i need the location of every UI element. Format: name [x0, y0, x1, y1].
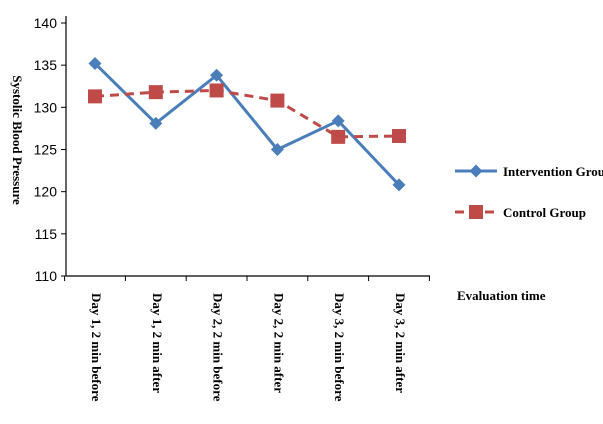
series-line	[94, 88, 400, 139]
data-point-diamond	[210, 68, 224, 82]
series-1	[88, 56, 406, 192]
legend-marker-square	[469, 205, 483, 219]
x-category-label: Day 3, 2 min before	[332, 293, 347, 402]
data-point-square	[148, 85, 163, 100]
series-line	[93, 62, 401, 186]
y-tick-label: 130	[34, 99, 58, 115]
data-point-diamond	[392, 178, 406, 192]
y-axis-title: Systolic Blood Pressure	[10, 75, 25, 205]
legend-item: Intervention Group	[455, 164, 603, 179]
y-tick-label: 135	[34, 57, 58, 73]
series-layer	[88, 56, 406, 192]
x-category-label: Day 2, 2 min after	[271, 293, 286, 393]
data-point-diamond	[149, 116, 163, 130]
x-category-label: Day 3, 2 min after	[393, 293, 408, 393]
data-point-square	[392, 129, 406, 144]
y-tick-label: 115	[35, 226, 58, 242]
legend-label: Control Group	[503, 205, 586, 220]
x-category-label: Day 2, 2 min before	[211, 293, 226, 402]
x-ticks: Day 1, 2 min before Day 1, 2 min after Day…	[64, 276, 430, 402]
data-point-square	[88, 89, 102, 104]
data-point-diamond	[88, 56, 102, 70]
x-axis-title: Evaluation time	[457, 288, 546, 303]
legend-item: Control Group	[455, 205, 586, 220]
x-category-label: Day 1, 2 min before	[89, 293, 104, 402]
legend-label: Intervention Group	[503, 164, 603, 179]
y-tick-label: 125	[34, 142, 58, 158]
data-point-diamond	[270, 143, 284, 156]
series-2	[88, 83, 406, 144]
legend: Intervention Group Control Group	[455, 164, 603, 220]
y-tick-label: 110	[35, 268, 58, 284]
y-tick-label: 140	[34, 15, 58, 31]
data-point-diamond	[331, 114, 345, 128]
y-tick-label: 120	[34, 184, 58, 200]
legend-marker-diamond	[469, 164, 483, 178]
x-category-label: Day 1, 2 min after	[150, 293, 165, 393]
data-point-square	[331, 129, 346, 144]
data-point-square	[209, 83, 224, 98]
y-ticks: 110 115 120 125 130 135 140	[34, 15, 66, 284]
data-point-square	[270, 93, 285, 108]
axes	[65, 16, 430, 277]
